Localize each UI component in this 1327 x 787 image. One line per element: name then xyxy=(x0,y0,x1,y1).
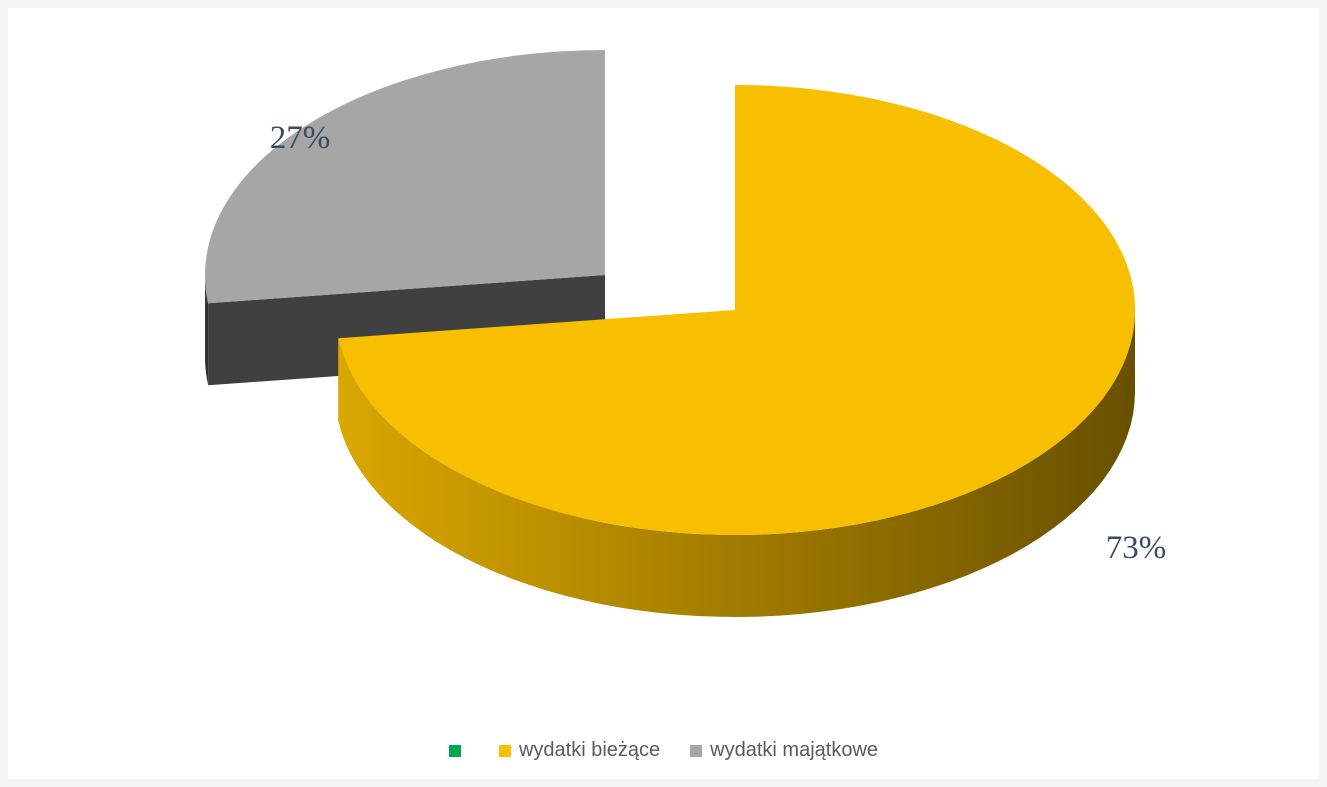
data-label-1: 27% xyxy=(270,120,331,156)
pie-slice-top-0 xyxy=(338,85,1136,535)
chart-area: 73% 27% wydatki bieżące wydatki majątkowe xyxy=(8,8,1319,779)
legend: wydatki bieżące wydatki majątkowe xyxy=(8,739,1319,762)
pie-slice-side-1 xyxy=(205,275,209,386)
legend-swatch-green xyxy=(448,744,461,757)
legend-swatch-gray xyxy=(690,744,703,757)
data-label-0: 73% xyxy=(1106,530,1167,566)
pie-slice-top-1 xyxy=(205,50,606,304)
legend-item-wydatki-biezace: wydatki bieżące xyxy=(498,739,661,762)
pie-slice-0 xyxy=(338,85,1136,617)
legend-item-wydatki-majatkowe: wydatki majątkowe xyxy=(690,739,878,762)
legend-swatch-yellow xyxy=(498,744,511,757)
pie-slice-side-0 xyxy=(338,310,1135,617)
legend-label-wydatki-biezace: wydatki bieżące xyxy=(518,739,661,761)
pie-chart: 73% 27% xyxy=(205,50,1167,617)
legend-label-wydatki-majatkowe: wydatki majątkowe xyxy=(710,739,879,761)
legend-item-unnamed xyxy=(448,744,469,757)
